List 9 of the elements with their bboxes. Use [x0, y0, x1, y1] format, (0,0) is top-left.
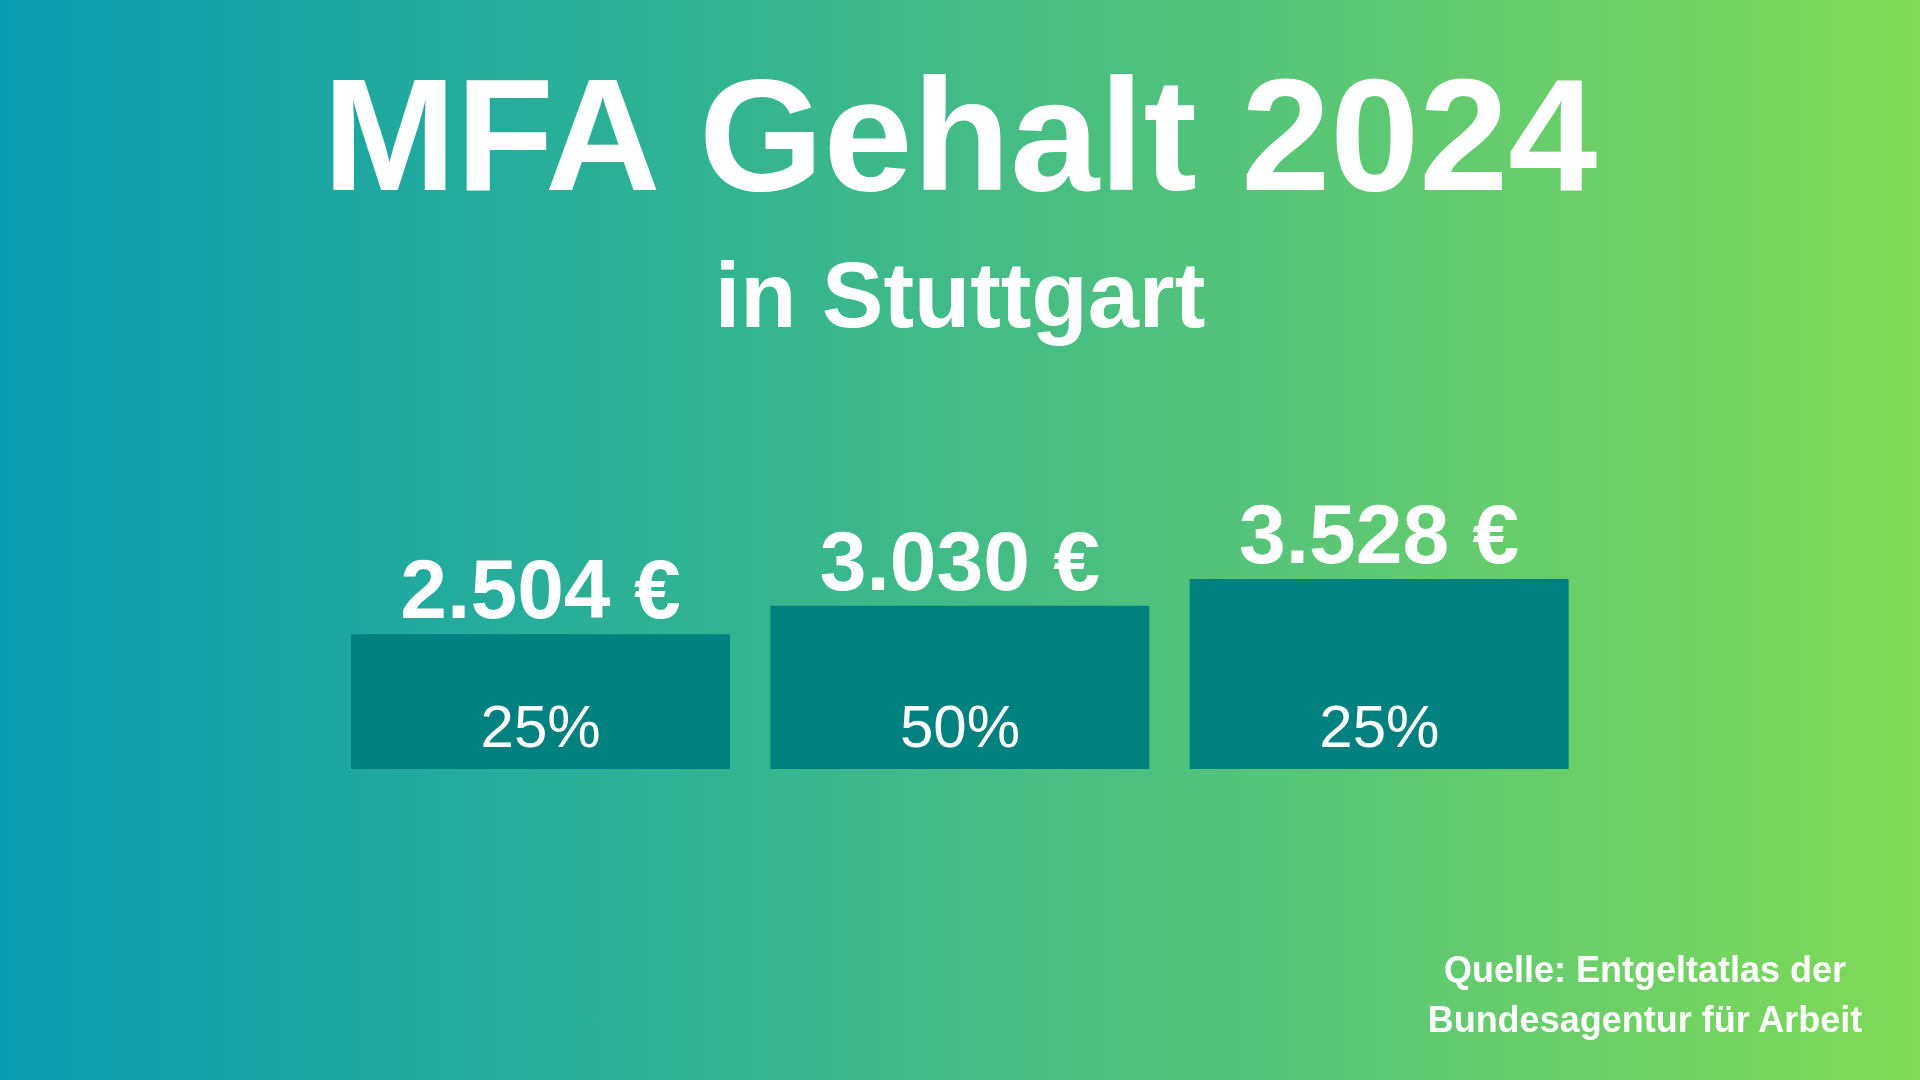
- x-tick-label: 25%: [480, 693, 601, 760]
- data-label: 3.030 €: [819, 513, 1100, 608]
- chart-subtitle: in Stuttgart: [713, 244, 1207, 346]
- data-label: 2.504 €: [400, 542, 681, 637]
- x-tick-label: 50%: [899, 693, 1021, 760]
- x-tick-label: 25%: [1319, 693, 1440, 760]
- data-label: 3.528 €: [1239, 487, 1520, 581]
- chart-title: MFA Gehalt 2024: [321, 45, 1599, 224]
- source-note: Quelle: Entgeltatlas der Bundesagentur für Arbeit: [1426, 948, 1864, 1042]
